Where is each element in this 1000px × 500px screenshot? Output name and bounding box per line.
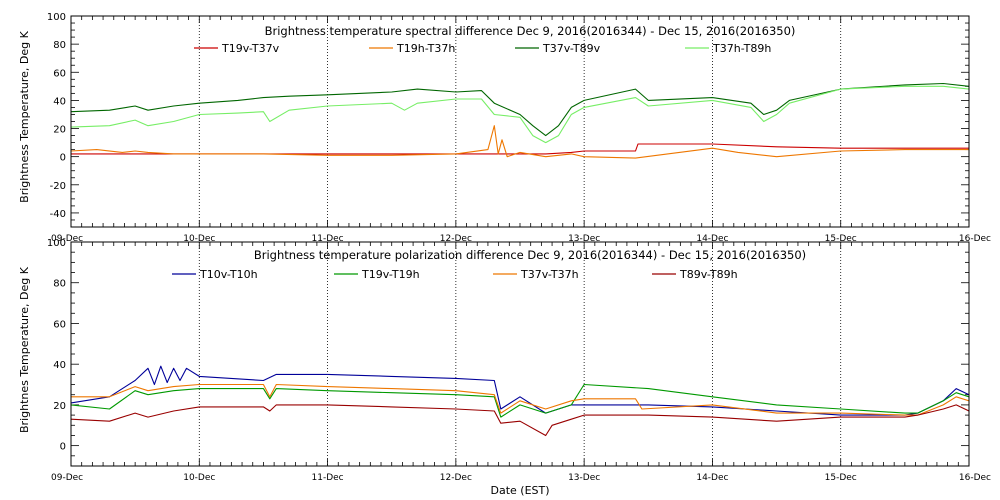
- y-tick-label: -20: [50, 181, 66, 192]
- series-line-t37v-t37h: [71, 383, 969, 416]
- x-tick-label: 11-Dec: [312, 234, 344, 244]
- y-tick-label: 80: [53, 279, 66, 290]
- x-tick-label: 15-Dec: [825, 234, 857, 244]
- x-tick-label: 11-Dec: [312, 473, 344, 483]
- y-tick-label: 60: [53, 319, 66, 330]
- legend-label-t10v-t10h: T10v-T10h: [199, 268, 258, 281]
- y-tick-label: 80: [53, 40, 66, 51]
- x-tick-label: 12-Dec: [440, 473, 472, 483]
- chart-title: Brightness temperature polarization diff…: [254, 248, 806, 262]
- x-tick-label: 13-Dec: [568, 234, 600, 244]
- legend-label-t37h-t89h: T37h-T89h: [712, 42, 771, 55]
- x-tick-label: 13-Dec: [568, 473, 600, 483]
- x-tick-label: 16-Dec: [959, 234, 991, 244]
- x-tick-label: 14-Dec: [696, 234, 728, 244]
- x-tick-label: 16-Dec: [959, 473, 991, 483]
- legend-label-t19v-t19h: T19v-T19h: [361, 268, 420, 281]
- series-group: [71, 82, 969, 159]
- y-tick-label: -40: [50, 209, 66, 220]
- plot-frame: [70, 241, 970, 467]
- chart-title: Brightness temperature spectral differen…: [265, 24, 796, 38]
- y-tick-label: 20: [53, 125, 66, 136]
- spectral-difference-panel: -40 -20 0 20 40 60 80 100 09-Dec 10-Dec 11-Dec 12-D…: [18, 12, 991, 244]
- polarization-difference-panel: 0 20 40 60 80 100 09-Dec 10-Dec 11-Dec 12-Dec 13-D…: [18, 238, 991, 483]
- series-line-t37v-t89v: [71, 82, 969, 137]
- x-tick-label: 09-Dec: [51, 473, 83, 483]
- y-axis-label: Brightness Temperature, Deg K: [18, 30, 31, 202]
- series-line-t89v-t89h: [71, 404, 969, 437]
- series-line-t10v-t10h: [71, 365, 969, 416]
- series-line-t37h-t89h: [71, 85, 969, 144]
- legend-label-t89v-t89h: T89v-T89h: [679, 268, 738, 281]
- legend-label-t19v-t37v: T19v-T37v: [221, 42, 280, 55]
- x-tick-label: 12-Dec: [440, 234, 472, 244]
- x-tick-label: 10-Dec: [183, 473, 215, 483]
- y-tick-label: 0: [60, 153, 66, 164]
- y-axis-label: Brightnes Temperature, Deg K: [18, 266, 31, 433]
- legend-label-t37v-t89v: T37v-T89v: [542, 42, 601, 55]
- series-group: [71, 365, 969, 437]
- x-tick-label: 09-Dec: [51, 234, 83, 244]
- series-line-t19v-t19h: [71, 383, 969, 418]
- y-tick-label: 20: [53, 401, 66, 412]
- y-tick-label: 100: [47, 238, 66, 249]
- y-tick-label: 60: [53, 68, 66, 79]
- legend-label-t19h-t37h: T19h-T37h: [396, 42, 455, 55]
- x-axis-label: Date (EST): [490, 484, 549, 497]
- y-tick-label: 40: [53, 360, 66, 371]
- y-tick-label: 0: [60, 442, 66, 453]
- y-tick-label: 100: [47, 12, 66, 23]
- series-line-t19h-t37h: [71, 125, 969, 159]
- x-tick-label: 10-Dec: [183, 234, 215, 244]
- x-tick-label: 15-Dec: [825, 473, 857, 483]
- legend-label-t37v-t37h: T37v-T37h: [520, 268, 579, 281]
- x-tick-label: 14-Dec: [696, 473, 728, 483]
- y-tick-label: 40: [53, 96, 66, 107]
- plot-frame: [70, 15, 970, 228]
